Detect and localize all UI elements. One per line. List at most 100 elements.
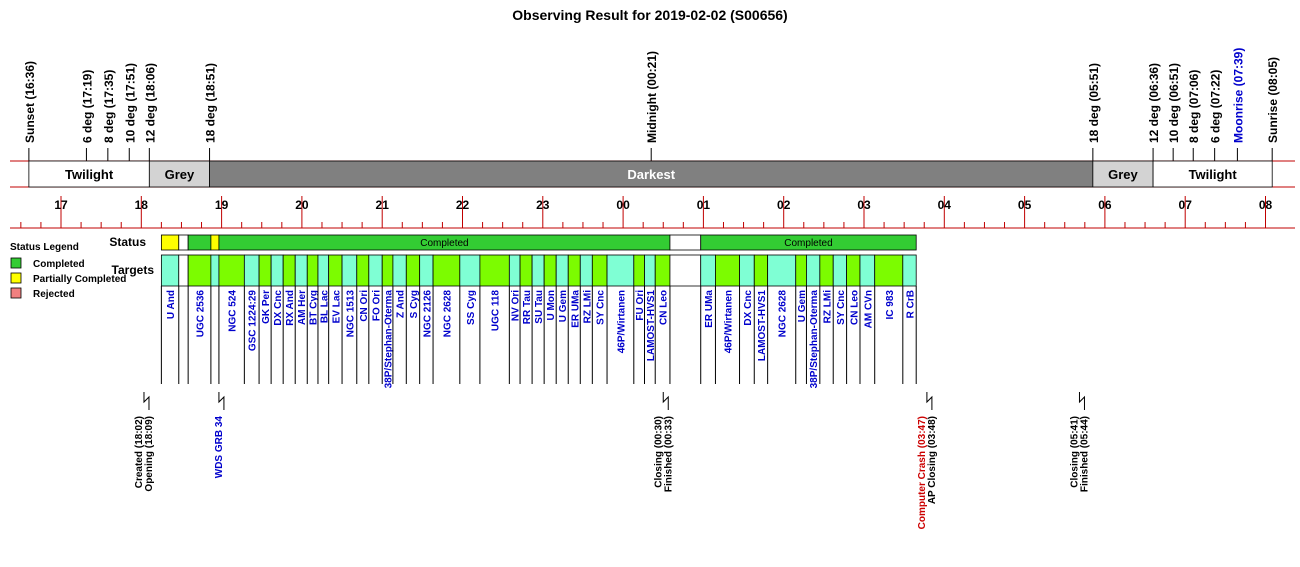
status-segment-label: Completed <box>784 238 832 249</box>
target-block <box>368 254 383 287</box>
twilight-event-label: 10 deg (06:51) <box>1167 63 1181 143</box>
status-segment-label: Completed <box>420 238 468 249</box>
target-block <box>381 254 394 287</box>
chart-title: Observing Result for 2019-02-02 (S00656) <box>512 7 787 23</box>
hour-tick-label: 08 <box>1259 198 1273 212</box>
twilight-event-label: Midnight (00:21) <box>645 51 659 143</box>
event-label-closing: Closing (05:41) <box>1069 416 1080 488</box>
target-block <box>479 254 510 287</box>
event-tick <box>926 392 933 410</box>
sky-band-twilight <box>1152 160 1273 188</box>
target-name-ugc-2536: UGC 2536 <box>196 290 207 338</box>
twilight-event-label: 18 deg (05:51) <box>1087 63 1101 143</box>
sky-band-label: Grey <box>1108 167 1138 182</box>
hour-tick-label: 20 <box>295 198 309 212</box>
targets-row: U And UGC 2536 NGC 524 GSC 1224:29 GK Per DX … <box>160 254 917 389</box>
target-name-dx-cnc: DX Cnc <box>743 290 754 326</box>
legend-swatch-completed <box>10 257 22 269</box>
event-label-finished: Finished (05:44) <box>1079 416 1090 492</box>
status-segment <box>160 234 180 251</box>
target-block <box>187 254 212 287</box>
target-name-bl-lac: BL Lac <box>319 290 330 324</box>
hour-axis: 17 18 19 20 21 22 23 00 01 02 03 04 05 06 07 08 <box>10 196 1295 229</box>
target-name-ngc-2628: NGC 2628 <box>442 290 453 338</box>
target-block <box>767 254 797 287</box>
target-block <box>753 254 769 287</box>
target-name-z-and: Z And <box>396 290 407 318</box>
twilight-events: Sunset (16:36) 6 deg (17:19) 8 deg (17:35)… <box>23 48 1280 161</box>
target-block <box>543 254 557 287</box>
target-name-bt-cyg: BT Cyg <box>309 290 320 325</box>
target-name-er-uma: ER UMa <box>704 290 715 328</box>
event-label-created: Created (18:02) <box>134 416 145 488</box>
target-name-u-mon: U Mon <box>546 290 557 321</box>
hour-tick-label: 17 <box>54 198 68 212</box>
target-name-dx-cnc: DX Cnc <box>273 290 284 326</box>
target-block <box>644 254 656 287</box>
target-name-46p-wirtanen: 46P/Wirtanen <box>616 290 627 353</box>
target-block <box>243 254 260 287</box>
target-name-rz-lmi: RZ LMi <box>823 290 834 324</box>
target-name-u-and: U And <box>166 290 177 319</box>
target-block <box>432 254 461 287</box>
target-block <box>419 254 434 287</box>
target-block <box>739 254 755 287</box>
target-block <box>700 254 716 287</box>
target-name-sy-cnc: SY Cnc <box>836 290 847 325</box>
target-block <box>160 254 180 287</box>
event-label-closing: Closing (00:30) <box>653 416 664 488</box>
target-block <box>317 254 330 287</box>
legend-swatch-partially-completed <box>10 272 22 284</box>
status-segment <box>178 234 189 251</box>
event-tick <box>143 392 150 410</box>
target-name-rz-lmi: RZ LMi <box>582 290 593 324</box>
target-name-u-gem: U Gem <box>797 290 808 322</box>
target-name-lamost-hvs1: LAMOST-HVS1 <box>757 290 768 362</box>
status-row-label: Status <box>109 235 146 249</box>
target-name-rx-and: RX And <box>285 290 296 326</box>
target-block <box>328 254 343 287</box>
target-block <box>392 254 407 287</box>
target-name-fu-ori: FU Ori <box>635 290 646 321</box>
target-block <box>531 254 545 287</box>
event-tick <box>1078 392 1085 410</box>
hour-tick-label: 02 <box>777 198 791 212</box>
sky-band-label: Darkest <box>627 167 675 182</box>
hour-tick-label: 19 <box>215 198 229 212</box>
target-name-gsc-1224-29: GSC 1224:29 <box>248 290 259 352</box>
target-block <box>846 254 861 287</box>
target-name-r-crb: R CrB <box>906 290 917 318</box>
target-name-am-her: AM Her <box>297 290 308 325</box>
target-block <box>306 254 319 287</box>
target-name-cn-leo: CN Leo <box>849 290 860 325</box>
target-name-su-tau: SU Tau <box>534 290 545 324</box>
target-name-u-gem: U Gem <box>558 290 569 322</box>
hour-tick-label: 21 <box>376 198 390 212</box>
target-block <box>341 254 358 287</box>
target-block <box>859 254 876 287</box>
target-name-ngc-524: NGC 524 <box>228 290 239 332</box>
twilight-event-label: 6 deg (07:22) <box>1209 70 1223 143</box>
target-block <box>806 254 821 287</box>
hour-tick-label: 01 <box>697 198 711 212</box>
status-segment <box>700 234 917 251</box>
target-block <box>633 254 645 287</box>
twilight-event-label: Sunrise (08:05) <box>1266 57 1280 143</box>
target-name-46p-wirtanen: 46P/Wirtanen <box>723 290 734 353</box>
targets-row-label: Targets <box>112 263 155 277</box>
event-label-wds-grb-34: WDS GRB 34 <box>214 416 225 479</box>
target-name-cn-leo: CN Leo <box>659 290 670 325</box>
hour-tick-label: 18 <box>135 198 149 212</box>
target-name-38p-stephan-oterma: 38P/Stephan-Oterma <box>384 290 395 389</box>
target-block <box>579 254 593 287</box>
target-block <box>874 254 904 287</box>
hour-tick-label: 00 <box>616 198 630 212</box>
target-name-sy-cnc: SY Cnc <box>596 290 607 325</box>
legend-label: Partially Completed <box>33 274 126 285</box>
event-tick <box>662 392 669 410</box>
sky-band-twilight <box>28 160 150 188</box>
target-block <box>606 254 635 287</box>
twilight-event-label: 12 deg (18:06) <box>143 63 157 143</box>
target-name-er-uma: ER UMa <box>570 290 581 328</box>
event-label-ap-closing: AP Closing (03:48) <box>927 416 938 504</box>
